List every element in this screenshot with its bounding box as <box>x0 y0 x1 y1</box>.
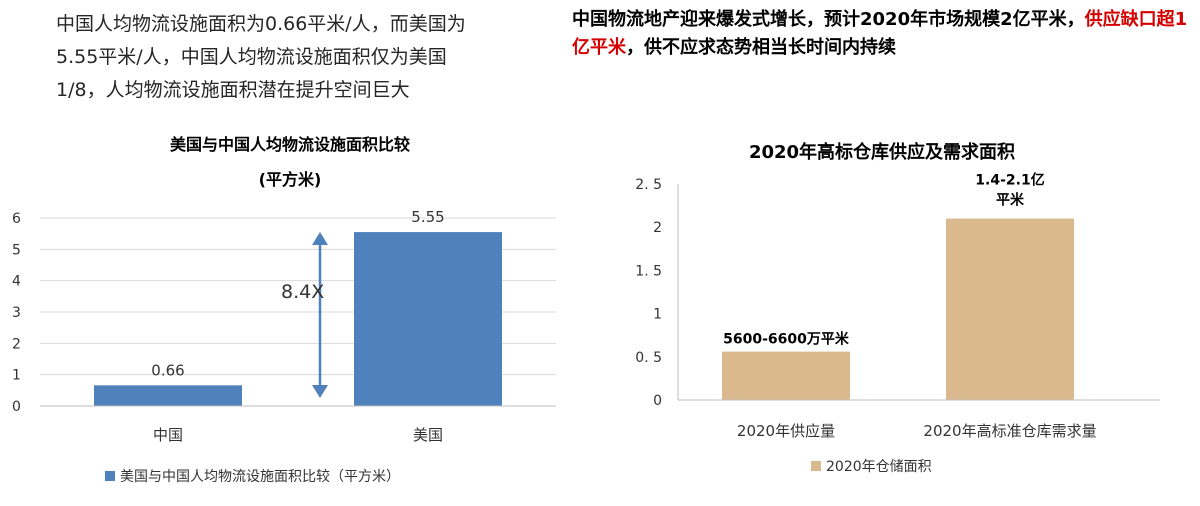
right-y-tick-label: 1. 5 <box>635 263 662 279</box>
right-bar <box>946 218 1074 400</box>
right-legend-label: 2020年仓储面积 <box>826 459 932 475</box>
intro-text: 中国人均物流设施面积为0.66平米/人，而美国为 5.55平米/人，中国人均物流… <box>56 8 526 107</box>
right-category-label: 2020年供应量 <box>737 422 835 440</box>
warehouse-supply-demand-chart: 2020年高标仓库供应及需求面积 0 0. 5 1 1. 5 2 2. 5 2020年供应… <box>635 141 1160 475</box>
per-capita-area-chart: 美国与中国人均物流设施面积比较 (平方米) 0 1 2 3 4 5 6 0.66 5.55 中… <box>12 135 556 485</box>
left-y-tick-label: 0 <box>12 399 21 415</box>
left-y-tick-label: 4 <box>12 274 21 290</box>
left-chart-subtitle: (平方米) <box>259 170 322 189</box>
left-bar <box>94 385 242 406</box>
right-chart-title: 2020年高标仓库供应及需求面积 <box>749 141 1015 163</box>
ratio-arrow <box>312 232 328 398</box>
right-y-tick-label: 2 <box>653 220 662 236</box>
left-chart-title: 美国与中国人均物流设施面积比较 <box>170 135 410 154</box>
supply-data-label: 5600-6600万平米 <box>723 331 850 348</box>
left-data-label: 0.66 <box>151 361 184 379</box>
right-y-tick-label: 1 <box>653 307 662 323</box>
right-category-label: 2020年高标准仓库需求量 <box>923 422 1096 440</box>
left-y-tick-label: 1 <box>12 368 21 384</box>
left-category-label: 美国 <box>413 426 443 444</box>
headline-part-1: 中国物流地产迎来爆发式增长，预计2020年市场规模2亿平米， <box>572 9 1085 30</box>
intro-line-1: 中国人均物流设施面积为0.66平米/人，而美国为 <box>56 13 466 35</box>
headline-highlight: 供应缺口超1亿平米 <box>572 9 1188 58</box>
left-y-tick-label: 5 <box>12 242 21 258</box>
left-legend-label: 美国与中国人均物流设施面积比较（平方米） <box>120 469 400 485</box>
ratio-annotation: 8.4X <box>281 281 324 303</box>
left-y-tick-label: 2 <box>12 336 21 352</box>
left-y-tick-label: 3 <box>12 305 21 321</box>
right-y-tick-label: 0. 5 <box>635 350 662 366</box>
headline: 中国物流地产迎来爆发式增长，预计2020年市场规模2亿平米，供应缺口超1亿平米，… <box>572 6 1192 62</box>
left-bar <box>354 232 502 406</box>
intro-line-3: 1/8，人均物流设施面积潜在提升空间巨大 <box>56 79 410 101</box>
demand-data-label-line-1: 1.4-2.1亿 <box>975 172 1044 189</box>
demand-data-label-line-2: 平米 <box>996 192 1025 209</box>
right-y-tick-label: 0 <box>653 393 662 409</box>
left-category-label: 中国 <box>153 426 183 444</box>
right-y-tick-label: 2. 5 <box>635 177 662 193</box>
right-legend-swatch <box>811 461 821 471</box>
left-data-label: 5.55 <box>411 208 444 226</box>
right-bar <box>722 351 850 400</box>
intro-line-2: 5.55平米/人，中国人均物流设施面积仅为美国 <box>56 46 447 68</box>
left-legend-swatch <box>105 471 115 481</box>
headline-part-2: ，供不应求态势相当长时间内持续 <box>626 37 896 58</box>
left-y-tick-label: 6 <box>12 211 21 227</box>
